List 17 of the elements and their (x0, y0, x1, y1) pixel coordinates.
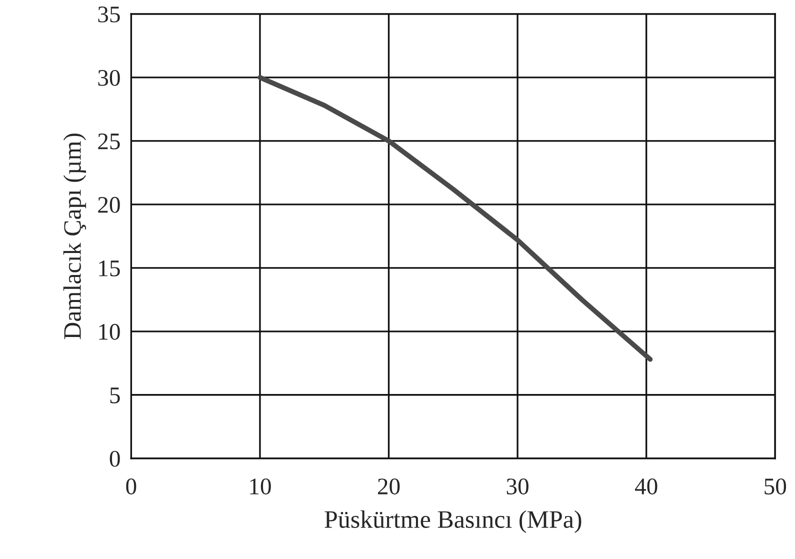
x-tick-label: 0 (126, 478, 136, 494)
x-tick-label: 40 (634, 478, 658, 494)
y-axis-title: Damlacık Çapı (µm) (63, 134, 86, 340)
y-tick-label: 5 (110, 388, 120, 404)
x-axis-title: Püskürtme Basıncı (MPa) (324, 510, 582, 534)
x-tick-label: 30 (506, 478, 528, 494)
y-tick-label: 35 (98, 6, 120, 22)
line-series (258, 75, 653, 362)
x-tick-label: 20 (378, 478, 400, 494)
y-tick-label: 30 (98, 70, 120, 86)
y-tick-label: 20 (98, 196, 120, 213)
x-tick-label: 10 (250, 478, 271, 494)
y-tick-label: 0 (110, 450, 120, 467)
y-tick-label: 15 (99, 260, 120, 276)
x-tick-label: 50 (764, 478, 786, 494)
y-tick-label: 10 (99, 324, 120, 340)
y-tick-label: 25 (98, 134, 120, 150)
